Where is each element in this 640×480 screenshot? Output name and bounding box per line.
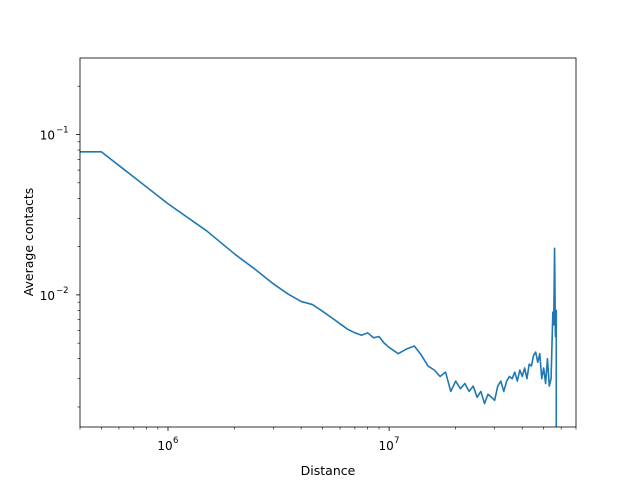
x-tick-label: 10 (378, 439, 393, 453)
x-tick-label: 10 (157, 439, 172, 453)
x-tick-exponent: 7 (394, 436, 399, 446)
axes-frame (79, 57, 577, 428)
plot-layer (80, 151, 558, 427)
x-axis-label: Distance (301, 463, 356, 478)
y-tick-label: 10 (40, 289, 55, 303)
y-tick-label: 10 (40, 129, 55, 143)
data-series-line (80, 151, 558, 427)
ticks-layer: 10 6 10 710 −110 −2 (40, 85, 577, 453)
y-tick-exponent: −1 (56, 126, 69, 136)
y-tick-exponent: −2 (56, 286, 69, 296)
x-tick-exponent: 6 (173, 436, 178, 446)
y-axis-label: Average contacts (21, 188, 36, 297)
